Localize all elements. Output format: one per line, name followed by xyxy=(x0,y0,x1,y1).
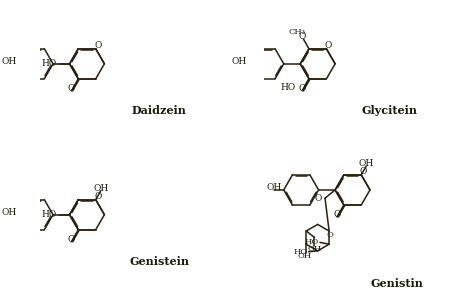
Text: O: O xyxy=(94,41,101,50)
Text: HO: HO xyxy=(281,83,296,92)
Text: O: O xyxy=(299,84,306,93)
Text: Glycitein: Glycitein xyxy=(361,105,417,116)
Text: OH: OH xyxy=(266,183,282,192)
Text: O: O xyxy=(68,235,75,244)
Text: O: O xyxy=(325,41,332,50)
Text: OH: OH xyxy=(93,184,109,193)
Text: OH: OH xyxy=(1,208,16,217)
Text: CH₃: CH₃ xyxy=(289,28,306,36)
Text: O: O xyxy=(333,210,341,219)
Text: HO: HO xyxy=(305,238,319,246)
Text: OH: OH xyxy=(232,57,247,66)
Text: Genistin: Genistin xyxy=(370,278,423,289)
Text: O: O xyxy=(68,84,75,93)
Text: Genistein: Genistein xyxy=(129,256,190,267)
Text: OH: OH xyxy=(297,252,311,260)
Text: Daidzein: Daidzein xyxy=(132,105,187,116)
Text: O: O xyxy=(360,167,367,176)
Text: HO: HO xyxy=(41,59,56,68)
Text: HO: HO xyxy=(293,248,308,256)
Text: O: O xyxy=(299,32,306,41)
Text: OH: OH xyxy=(1,57,16,66)
Text: HO: HO xyxy=(41,210,56,219)
Text: O: O xyxy=(327,231,334,239)
Text: O: O xyxy=(314,194,322,203)
Text: OH: OH xyxy=(307,245,322,253)
Text: OH: OH xyxy=(359,159,374,168)
Text: O: O xyxy=(94,192,101,201)
